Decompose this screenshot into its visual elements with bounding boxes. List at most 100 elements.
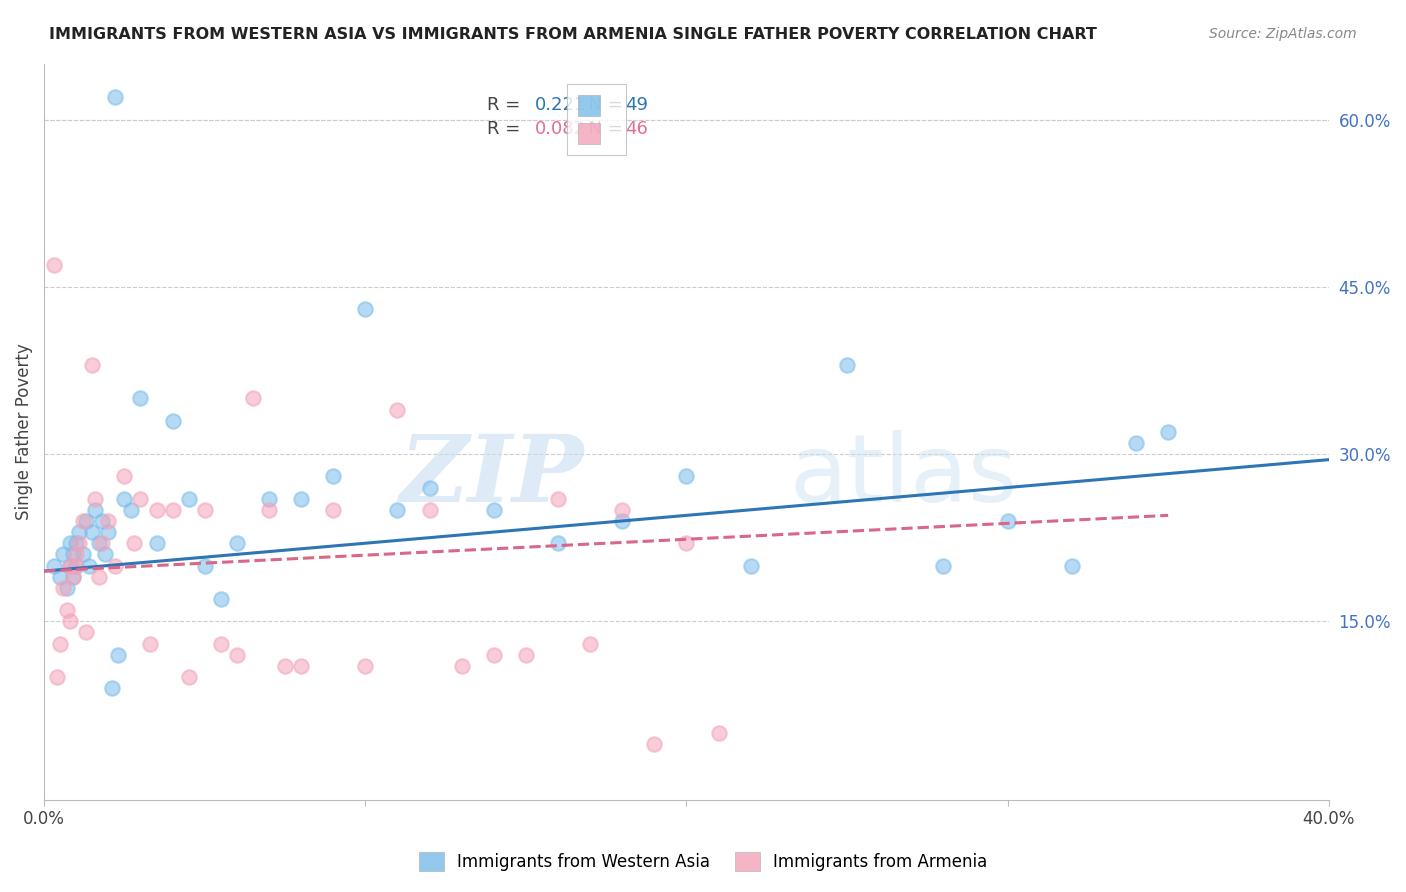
Point <box>139 636 162 650</box>
Point <box>274 658 297 673</box>
Text: N =: N = <box>578 95 628 113</box>
Text: N =: N = <box>578 120 628 137</box>
Point <box>194 558 217 573</box>
Point <box>675 469 697 483</box>
Point <box>104 90 127 104</box>
Point <box>65 536 87 550</box>
Point <box>547 536 569 550</box>
Point <box>75 625 97 640</box>
Text: 0.082: 0.082 <box>534 120 586 137</box>
Point <box>69 536 91 550</box>
Point <box>97 514 120 528</box>
Point <box>418 503 440 517</box>
Point <box>97 525 120 540</box>
Point <box>82 525 104 540</box>
Point <box>643 737 665 751</box>
Point <box>145 503 167 517</box>
Point <box>322 469 344 483</box>
Point <box>257 491 280 506</box>
Point <box>675 536 697 550</box>
Text: 46: 46 <box>624 120 648 137</box>
Point <box>112 469 135 483</box>
Point <box>87 569 110 583</box>
Point <box>145 536 167 550</box>
Point <box>387 402 409 417</box>
Point <box>707 725 730 739</box>
Point <box>112 491 135 506</box>
Point <box>72 547 94 561</box>
Legend: Immigrants from Western Asia, Immigrants from Armenia: Immigrants from Western Asia, Immigrants… <box>411 843 995 880</box>
Point <box>387 503 409 517</box>
Point <box>52 547 75 561</box>
Point <box>1157 425 1180 439</box>
Point <box>740 558 762 573</box>
Point <box>90 514 112 528</box>
Text: R =: R = <box>488 95 526 113</box>
Point <box>162 503 184 517</box>
Point <box>100 681 122 695</box>
Point <box>612 503 634 517</box>
Point <box>932 558 955 573</box>
Point <box>65 558 87 573</box>
Text: IMMIGRANTS FROM WESTERN ASIA VS IMMIGRANTS FROM ARMENIA SINGLE FATHER POVERTY CO: IMMIGRANTS FROM WESTERN ASIA VS IMMIGRAN… <box>49 27 1097 42</box>
Point <box>120 503 142 517</box>
Legend:  ,  : , <box>568 84 626 154</box>
Point <box>59 558 82 573</box>
Text: ZIP: ZIP <box>399 431 583 521</box>
Point <box>65 547 87 561</box>
Point <box>52 581 75 595</box>
Point <box>482 503 505 517</box>
Point <box>209 591 232 606</box>
Point <box>49 636 72 650</box>
Point <box>129 392 152 406</box>
Point <box>354 302 377 317</box>
Point <box>177 491 200 506</box>
Point <box>225 648 247 662</box>
Point <box>515 648 537 662</box>
Text: 0.221: 0.221 <box>534 95 586 113</box>
Point <box>612 514 634 528</box>
Point <box>242 392 264 406</box>
Point <box>482 648 505 662</box>
Point <box>1125 436 1147 450</box>
Point <box>87 536 110 550</box>
Point <box>77 558 100 573</box>
Point <box>59 614 82 628</box>
Y-axis label: Single Father Poverty: Single Father Poverty <box>15 343 32 520</box>
Point <box>84 491 107 506</box>
Point <box>225 536 247 550</box>
Point <box>59 558 82 573</box>
Point <box>94 547 117 561</box>
Point <box>46 670 69 684</box>
Point <box>835 358 858 372</box>
Point <box>55 603 77 617</box>
Text: atlas: atlas <box>789 430 1018 522</box>
Point <box>997 514 1019 528</box>
Point <box>42 558 65 573</box>
Point <box>450 658 472 673</box>
Point <box>209 636 232 650</box>
Text: Source: ZipAtlas.com: Source: ZipAtlas.com <box>1209 27 1357 41</box>
Point <box>59 536 82 550</box>
Point <box>547 491 569 506</box>
Point <box>55 581 77 595</box>
Point <box>107 648 129 662</box>
Point <box>49 569 72 583</box>
Text: 49: 49 <box>624 95 648 113</box>
Point <box>579 636 602 650</box>
Point <box>65 558 87 573</box>
Point <box>42 258 65 272</box>
Point <box>354 658 377 673</box>
Point <box>72 514 94 528</box>
Point <box>129 491 152 506</box>
Point <box>122 536 145 550</box>
Point <box>177 670 200 684</box>
Point <box>82 358 104 372</box>
Point <box>62 547 84 561</box>
Point <box>62 569 84 583</box>
Point <box>90 536 112 550</box>
Point <box>69 525 91 540</box>
Point <box>84 503 107 517</box>
Point <box>75 514 97 528</box>
Point <box>418 481 440 495</box>
